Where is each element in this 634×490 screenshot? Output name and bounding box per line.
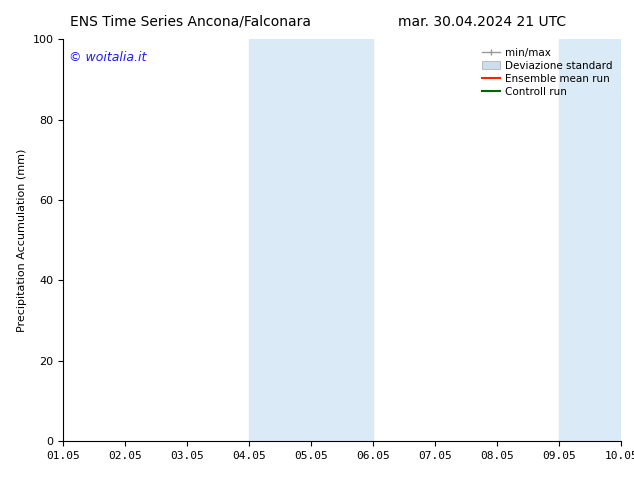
Text: mar. 30.04.2024 21 UTC: mar. 30.04.2024 21 UTC — [398, 15, 566, 29]
Text: © woitalia.it: © woitalia.it — [69, 51, 146, 64]
Bar — [249, 39, 373, 441]
Y-axis label: Precipitation Accumulation (mm): Precipitation Accumulation (mm) — [17, 148, 27, 332]
Legend: min/max, Deviazione standard, Ensemble mean run, Controll run: min/max, Deviazione standard, Ensemble m… — [479, 45, 616, 100]
Text: ENS Time Series Ancona/Falconara: ENS Time Series Ancona/Falconara — [70, 15, 311, 29]
Bar — [559, 39, 621, 441]
